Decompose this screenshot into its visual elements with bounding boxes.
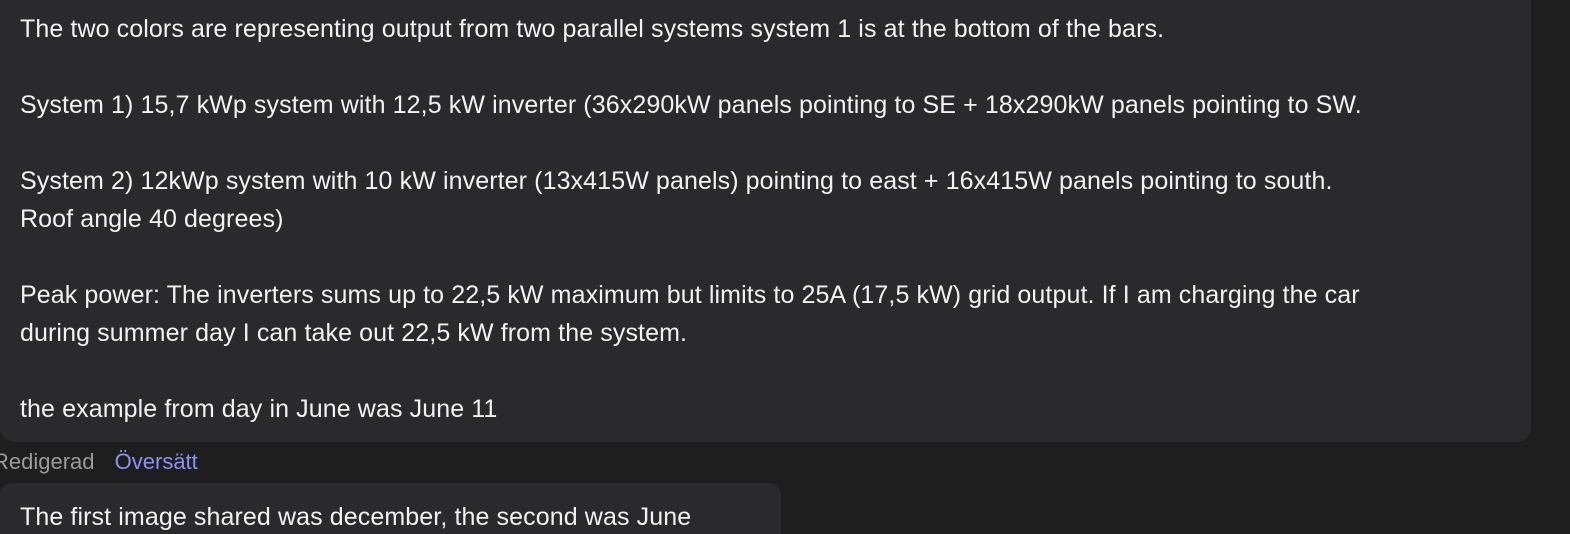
message-text-line: System 1) 15,7 kWp system with 12,5 kW i… bbox=[20, 91, 1362, 119]
message-bubble[interactable]: The first image shared was december, the… bbox=[0, 483, 781, 534]
message-text-line: during summer day I can take out 22,5 kW… bbox=[20, 319, 688, 347]
paragraph-gap bbox=[20, 352, 1511, 390]
message-text-line: the example from day in June was June 11 bbox=[20, 395, 498, 423]
paragraph-gap bbox=[20, 238, 1511, 276]
message-text-line: The first image shared was december, the… bbox=[20, 503, 692, 531]
paragraph-gap bbox=[20, 48, 1511, 86]
message-text-line: The two colors are representing output f… bbox=[20, 15, 1165, 43]
edited-label: Redigerad bbox=[0, 449, 95, 474]
message-meta: Redigerad Översätt bbox=[0, 448, 198, 476]
message-text-line: Roof angle 40 degrees) bbox=[20, 205, 284, 233]
translate-link[interactable]: Översätt bbox=[114, 449, 198, 474]
message-bubble[interactable]: The two colors are representing output f… bbox=[0, 0, 1531, 442]
message-text-line: Peak power: The inverters sums up to 22,… bbox=[20, 281, 1360, 309]
paragraph-gap bbox=[20, 124, 1511, 162]
message-text-line: System 2) 12kWp system with 10 kW invert… bbox=[20, 167, 1333, 195]
